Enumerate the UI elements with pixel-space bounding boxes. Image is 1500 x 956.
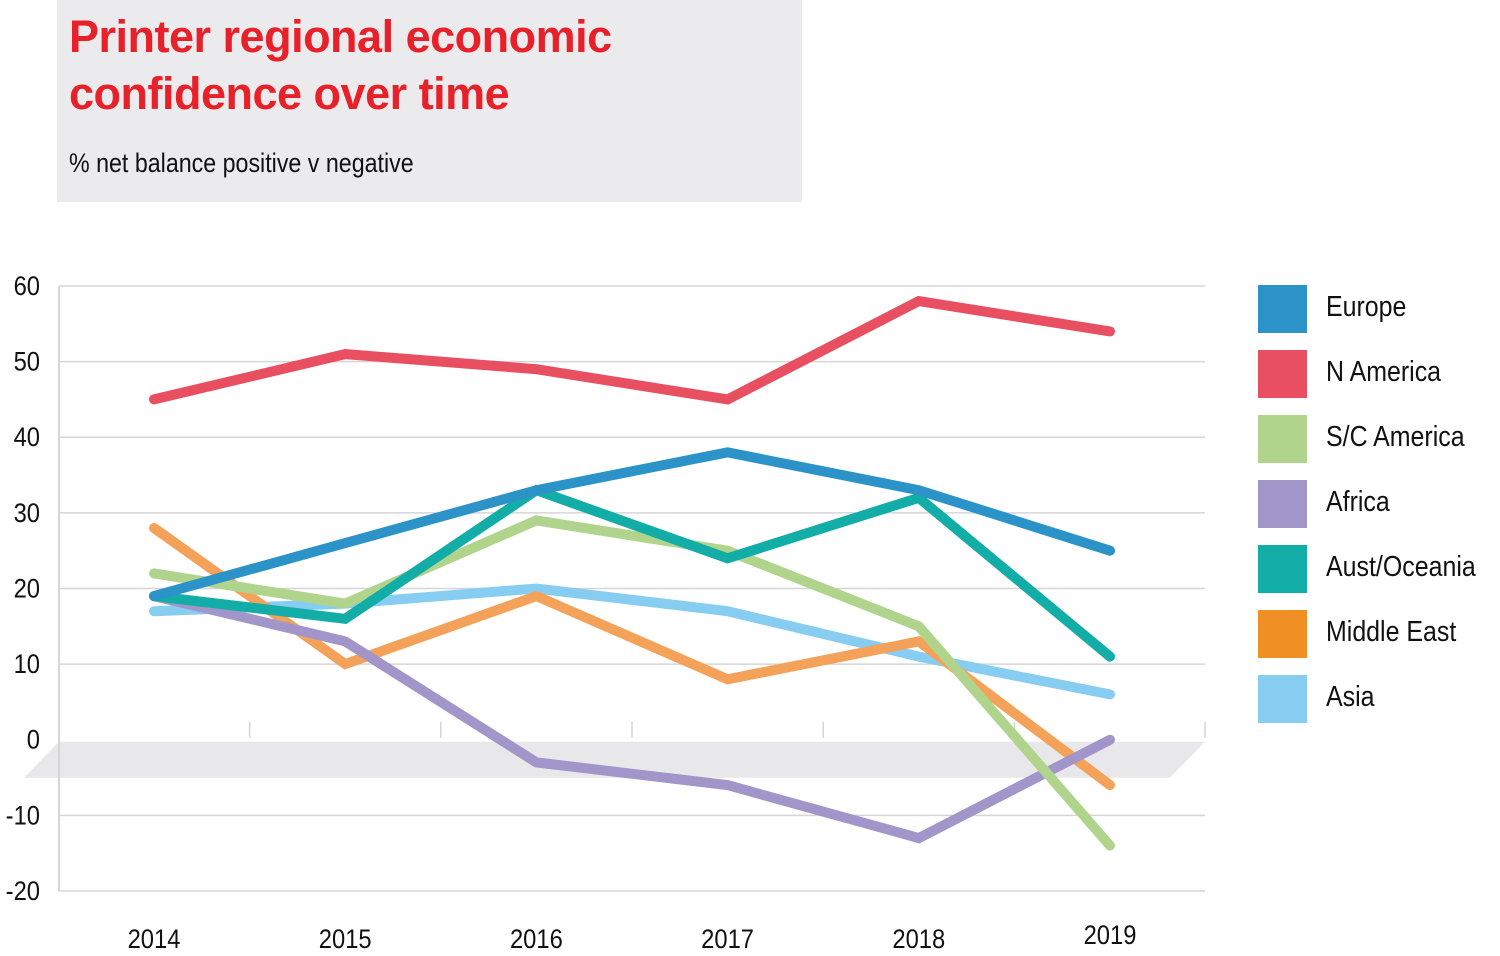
x-tick-label: 2016 [510, 925, 563, 955]
legend-swatch [1258, 610, 1307, 658]
legend-label: Aust/Oceania [1326, 551, 1476, 583]
x-tick-label: 2019 [1084, 921, 1137, 951]
legend-label: Europe [1326, 291, 1407, 323]
series-lines [149, 295, 1115, 851]
y-tick-label: 50 [14, 347, 40, 377]
legend-item-asia: Asia [1258, 675, 1498, 723]
legend-label: N America [1326, 356, 1442, 388]
legend-item-africa: Africa [1258, 480, 1498, 528]
chart-title-line-1: Printer regional economic [69, 11, 612, 62]
x-tick-label: 2014 [128, 925, 181, 955]
x-tick-label: 2018 [892, 925, 945, 955]
legend-item-europe: Europe [1258, 285, 1498, 333]
legend-swatch [1258, 545, 1307, 593]
y-tick-label: -20 [6, 877, 40, 907]
series-line-s-c-america [149, 515, 1115, 851]
chart-subtitle: % net balance positive v negative [69, 148, 414, 178]
legend-label: Middle East [1326, 616, 1457, 648]
y-axis-ticks: 60 50 40 30 20 10 0 -10 -20 [6, 272, 40, 907]
legend-item-aust-oceania: Aust/Oceania [1258, 545, 1498, 593]
legend-item-s-c-america: S/C America [1258, 415, 1498, 463]
legend-item-middle-east: Middle East [1258, 610, 1498, 658]
zero-band-layer [24, 741, 1205, 778]
y-tick-label: -10 [6, 801, 40, 831]
y-tick-label: 20 [14, 574, 40, 604]
chart-title: Printer regional economic confidence ove… [69, 8, 612, 122]
legend-swatch [1258, 285, 1307, 333]
y-tick-label: 30 [14, 499, 40, 529]
legend-item-n-america: N America [1258, 350, 1498, 398]
legend-swatch [1258, 480, 1307, 528]
y-tick-label: 0 [27, 725, 40, 755]
gridlines [58, 285, 1206, 892]
y-tick-label: 40 [14, 423, 40, 453]
x-axis-ticks: 2014 2015 2016 2017 2018 2019 [128, 921, 1137, 955]
y-tick-label: 10 [14, 650, 40, 680]
series-line-n-america [149, 295, 1115, 405]
title-panel: Printer regional economic confidence ove… [57, 0, 802, 202]
legend-label: Asia [1326, 681, 1375, 713]
legend-label: Africa [1326, 486, 1390, 518]
chart-title-line-2: confidence over time [69, 68, 510, 119]
legend-label: S/C America [1326, 421, 1465, 453]
legend-swatch [1258, 675, 1307, 723]
series-line-aust-oceania [149, 484, 1115, 662]
y-tick-label: 60 [14, 272, 40, 302]
x-tick-label: 2015 [319, 925, 372, 955]
line-chart: 60 50 40 30 20 10 0 -10 -20 2014 2015 2016 2017 2018… [6, 272, 1206, 955]
zero-band [24, 741, 1205, 778]
legend-swatch [1258, 350, 1307, 398]
series-line-africa [149, 591, 1115, 844]
legend-swatch [1258, 415, 1307, 463]
x-tick-label: 2017 [701, 925, 754, 955]
series-line-europe [149, 447, 1115, 602]
